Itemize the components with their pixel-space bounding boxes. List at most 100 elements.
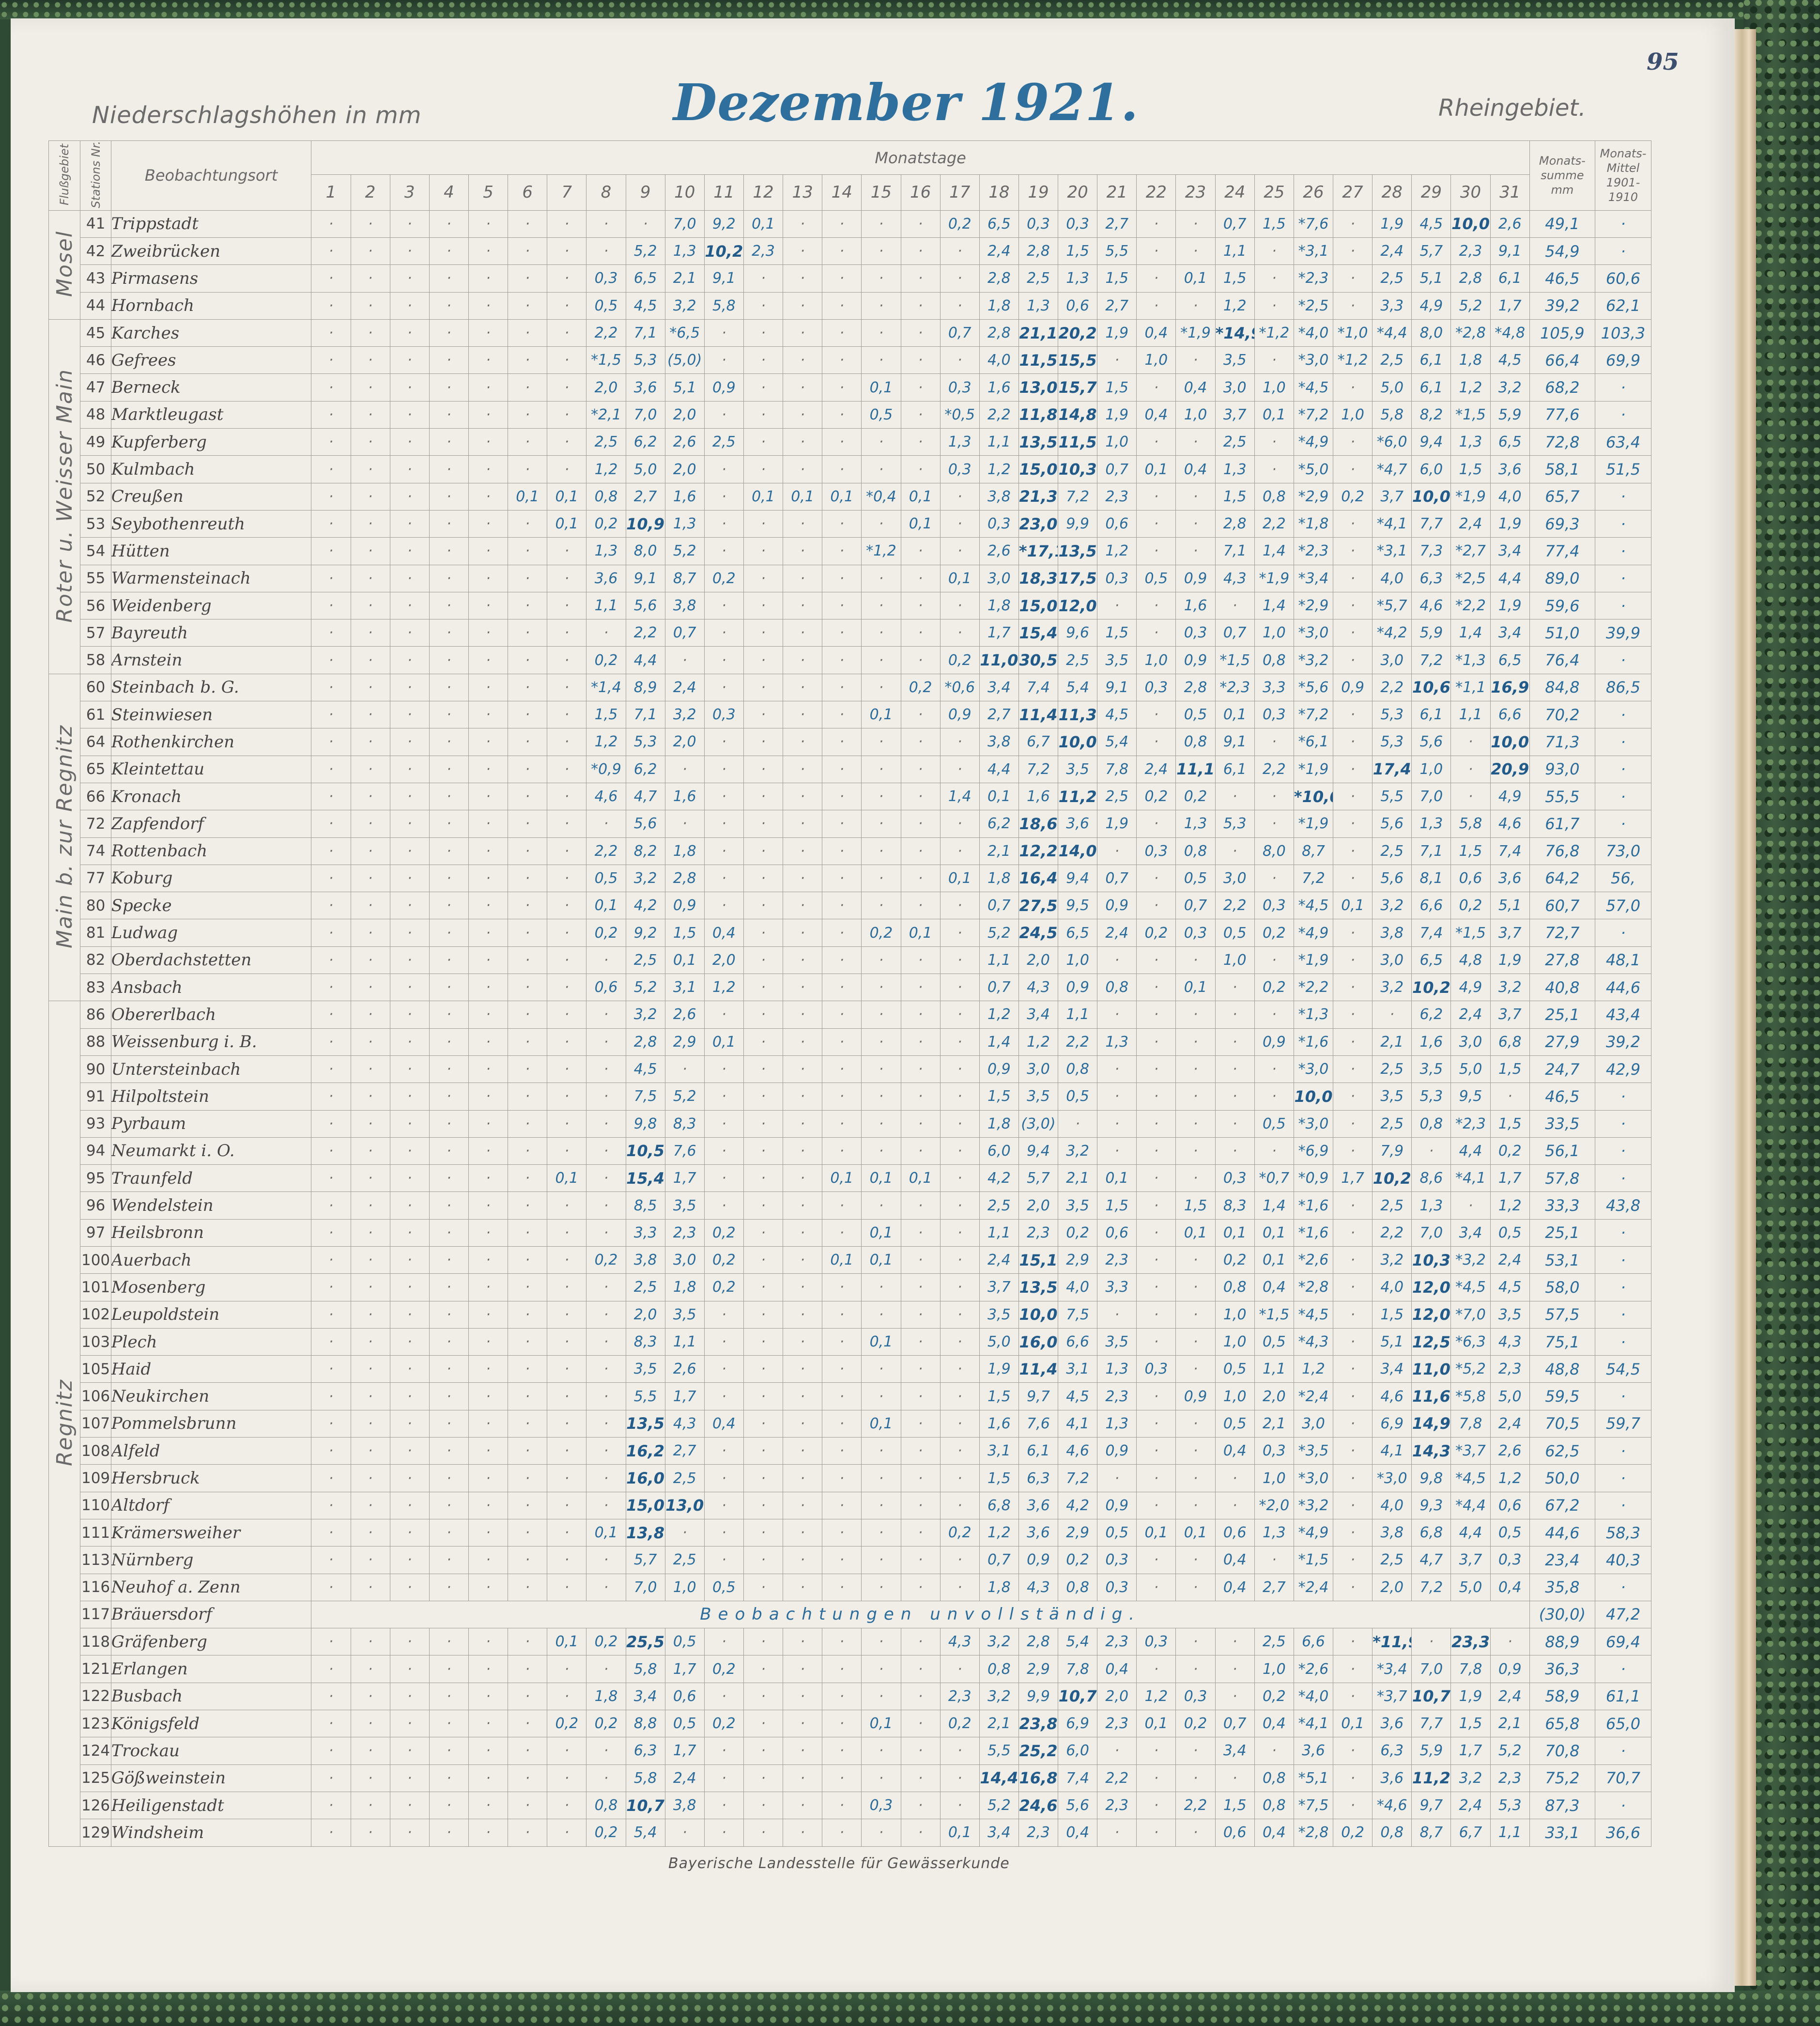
day-value: 5,6 <box>1411 728 1451 756</box>
day-value: 1,0 <box>1215 1300 1255 1329</box>
day-value: · <box>429 1028 469 1056</box>
day-value: · <box>350 837 390 865</box>
day-value: 8,0 <box>1411 319 1451 347</box>
day-value: 15,7 <box>1058 373 1098 402</box>
day-value: · <box>664 1055 705 1083</box>
day-value: · <box>783 591 823 620</box>
day-value: 1,1 <box>979 1219 1019 1247</box>
table-row: 100 Auerbach · · · · · · · 0,2 3,8 3,0 0,2 · · 0,1 0,1 · ·… <box>49 1246 1652 1274</box>
day-value: · <box>1254 1083 1294 1111</box>
station-name: Kleintettau <box>110 755 312 783</box>
station-number: 88 <box>80 1028 111 1056</box>
day-value: · <box>1333 1655 1373 1683</box>
day-value: 10,0 <box>1293 1083 1334 1111</box>
river-group-label: Main b. zur Regnitz <box>48 673 81 1002</box>
day-value: *1,9 <box>1293 810 1334 838</box>
day-value: 1,8 <box>664 837 705 865</box>
day-value: 5,5 <box>979 1737 1019 1765</box>
day-value: · <box>1254 428 1294 456</box>
day-value: · <box>1333 1028 1373 1056</box>
day-value: 5,9 <box>1411 619 1451 647</box>
day-value: 20,9 <box>1490 755 1530 783</box>
day-value: · <box>508 1437 548 1465</box>
station-number: 49 <box>80 428 111 456</box>
day-value: · <box>1175 1300 1216 1329</box>
day-value: · <box>508 1737 548 1765</box>
day-value: 2,7 <box>979 701 1019 729</box>
day-value: 2,5 <box>1097 782 1137 811</box>
day-value: 6,8 <box>1411 1518 1451 1547</box>
day-value: · <box>508 619 548 647</box>
day-value: · <box>783 701 823 729</box>
day-value: 0,8 <box>1254 1791 1294 1820</box>
day-value: · <box>468 1464 509 1492</box>
day-value: · <box>468 619 509 647</box>
day-value: · <box>350 1628 390 1656</box>
day-header-17: 17 <box>940 174 980 211</box>
day-value: · <box>822 210 862 238</box>
day-value: · <box>389 919 430 947</box>
day-value: · <box>1333 1110 1373 1138</box>
day-value: · <box>1333 1573 1373 1601</box>
day-value: *2,4 <box>1293 1382 1334 1410</box>
station-name: Arnstein <box>110 646 312 674</box>
day-value: · <box>743 1491 784 1519</box>
day-value: 3,3 <box>1097 1273 1137 1301</box>
station-name: Warmensteinach <box>110 564 312 592</box>
day-value: 16,0 <box>1018 1328 1059 1356</box>
day-value: *1,2 <box>1254 319 1294 347</box>
monthly-sum: 76,4 <box>1529 646 1595 674</box>
day-value: · <box>389 210 430 238</box>
col-header-location: Beobachtungsort <box>110 140 312 211</box>
day-value: 0,5 <box>1254 1110 1294 1138</box>
station-name: Hilpoltstein <box>110 1083 312 1111</box>
day-value: 10,2 <box>1411 974 1451 1002</box>
day-value: *2,5 <box>1450 564 1491 592</box>
day-value: · <box>389 1409 430 1438</box>
day-value: · <box>783 864 823 893</box>
day-value: · <box>547 1437 587 1465</box>
day-value: *1,5 <box>1215 646 1255 674</box>
monthly-mean: · <box>1594 1219 1652 1247</box>
day-header-25: 25 <box>1254 174 1294 211</box>
station-number: 83 <box>80 974 111 1002</box>
day-value: · <box>508 864 548 893</box>
day-value: · <box>1136 1246 1176 1274</box>
day-value: · <box>389 428 430 456</box>
day-value: 7,1 <box>1411 837 1451 865</box>
day-value: · <box>900 401 941 429</box>
day-value: 0,3 <box>1215 1164 1255 1192</box>
day-value: · <box>429 564 469 592</box>
day-value: 1,3 <box>1215 455 1255 483</box>
day-value: · <box>508 1382 548 1410</box>
day-value: 4,3 <box>940 1628 980 1656</box>
day-value: 1,4 <box>1254 537 1294 565</box>
day-value: 3,6 <box>1018 1518 1059 1547</box>
station-name: Seybothenreuth <box>110 510 312 538</box>
day-value: 1,1 <box>1058 1001 1098 1029</box>
day-value: · <box>783 373 823 402</box>
day-value: 1,3 <box>586 537 626 565</box>
day-value: · <box>743 1764 784 1792</box>
day-value: 0,4 <box>1215 1437 1255 1465</box>
day-value: · <box>508 591 548 620</box>
day-value: · <box>468 1137 509 1165</box>
day-value: · <box>586 1164 626 1192</box>
day-value: 0,4 <box>704 919 744 947</box>
day-value: 13,8 <box>625 1518 665 1547</box>
day-value: · <box>743 728 784 756</box>
monthly-sum: 58,1 <box>1529 455 1595 483</box>
day-value: *2,6 <box>1293 1246 1334 1274</box>
day-value: · <box>508 1546 548 1574</box>
day-value: · <box>822 619 862 647</box>
day-value: · <box>389 1546 430 1574</box>
day-value: 2,1 <box>1058 1164 1098 1192</box>
day-value: *4,4 <box>1372 319 1412 347</box>
day-value: 3,6 <box>1490 455 1530 483</box>
day-value: · <box>783 810 823 838</box>
day-value: · <box>861 1437 901 1465</box>
day-value: · <box>429 1819 469 1847</box>
day-value: 5,7 <box>625 1546 665 1574</box>
day-value: 3,7 <box>1490 1001 1530 1029</box>
station-number: 110 <box>80 1491 111 1519</box>
